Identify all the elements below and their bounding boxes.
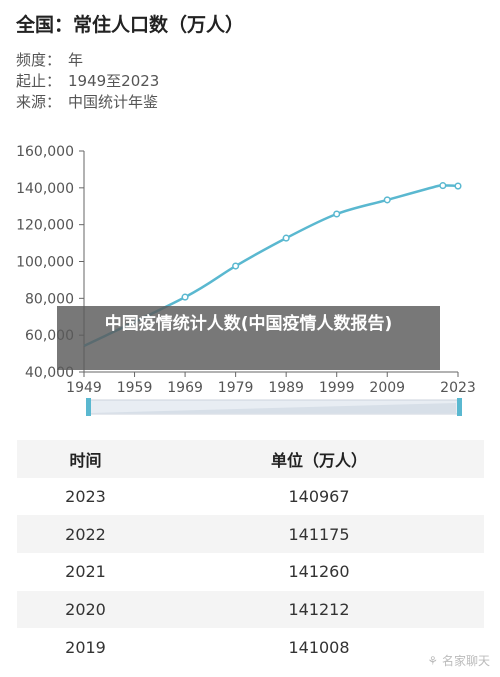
table-row: 2020 141212 [17, 590, 484, 629]
overlay-banner: 中国疫情统计人数(中国疫情人数报告) [57, 306, 440, 370]
meta-source: 来源： 中国统计年鉴 [16, 93, 159, 111]
zoom-handle-left[interactable] [86, 398, 91, 416]
table-cell-year: 2021 [65, 562, 106, 582]
table-cell-year: 2020 [65, 600, 106, 620]
x-tick-label: 1949 [66, 380, 102, 396]
zoom-handle-right[interactable] [457, 398, 462, 416]
data-point [181, 293, 189, 301]
table-cell-value: 141008 [288, 637, 350, 657]
y-tick-label: 100,000 [16, 255, 74, 271]
table-cell-value: 140967 [288, 487, 350, 507]
table-row: 2023 140967 [17, 477, 484, 516]
page-title: 全国：常住人口数（万人） [16, 14, 245, 36]
x-tick-label: 1979 [218, 380, 254, 396]
y-tick-label: 120,000 [16, 218, 74, 234]
table-cell-year: 2023 [65, 487, 106, 507]
x-tick-label: 1959 [117, 380, 153, 396]
watermark: ⚘ 名家聊天 [427, 654, 490, 668]
data-point [232, 262, 240, 270]
table-cell-year: 2022 [65, 524, 106, 544]
x-tick-label: 2023 [440, 380, 476, 396]
table-row: 2021 141260 [17, 553, 484, 591]
y-tick-label: 140,000 [16, 181, 74, 197]
meta-frequency: 频度：年 [16, 51, 84, 69]
table-cell-year: 2019 [65, 637, 106, 657]
data-point [333, 210, 341, 218]
zoom-slider-preview [90, 403, 456, 413]
meta-info: 频度：年 起止： 1949至2023 来源： 中国统计年鉴 [16, 50, 159, 113]
data-point [454, 182, 462, 190]
y-tick-label: 160,000 [16, 144, 74, 160]
table-row: 2019 141008 [17, 628, 484, 667]
data-table: 时间 单位（万人） 2023 140967 2022 141175 2021 1412… [17, 440, 484, 667]
x-tick-label: 2009 [369, 380, 405, 396]
meta-range: 起止： 1949至2023 [16, 72, 160, 90]
table-cell-value: 141175 [288, 524, 350, 544]
table-header-time: 时间 [69, 450, 102, 470]
data-point [439, 182, 447, 190]
table-row: 2022 141175 [17, 515, 484, 554]
data-point [282, 234, 290, 242]
table-header-row: 时间 单位（万人） [17, 440, 484, 478]
table-header-unit: 单位（万人） [270, 450, 367, 470]
table-cell-value: 141212 [288, 600, 350, 620]
table-cell-value: 141260 [288, 562, 350, 582]
data-point [383, 196, 391, 204]
y-tick-label: 80,000 [25, 291, 74, 307]
x-tick-label: 1969 [167, 380, 203, 396]
population-line-chart: 40,00060,00080,000100,000120,000140,0001… [16, 144, 476, 416]
x-tick-label: 1989 [268, 380, 304, 396]
x-tick-label: 1999 [319, 380, 355, 396]
